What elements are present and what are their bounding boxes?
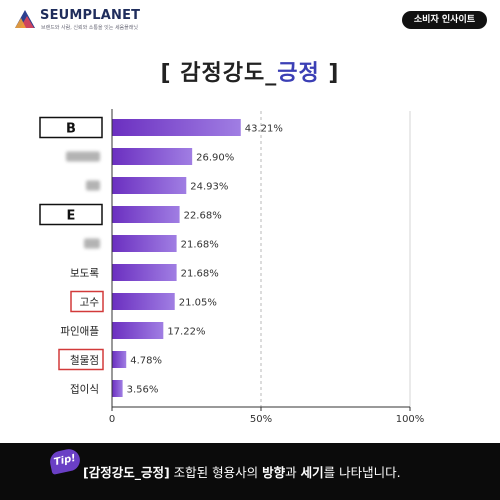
- data-label: 4.78%: [130, 356, 162, 367]
- category-label: B: [66, 122, 76, 137]
- bar: [112, 264, 177, 281]
- footer-keyword: [감정강도_긍정]: [83, 465, 170, 480]
- data-label: 43.21%: [245, 124, 283, 135]
- footer-text-and: 과: [285, 465, 301, 480]
- bar: [112, 380, 123, 397]
- category-label: 고수: [80, 297, 100, 309]
- category-label: 철물점: [70, 355, 99, 367]
- x-tick-label: 50%: [250, 414, 272, 425]
- highlight-box: [58, 348, 104, 371]
- category-box: [39, 116, 103, 139]
- category-label: E: [67, 209, 76, 224]
- bar: [112, 322, 164, 339]
- data-label: 17.22%: [167, 327, 205, 338]
- footer-bar: [0, 443, 500, 500]
- bar-chart: 43.21% B 26.90% 24.93% 22.68% E 21.68% 21.68% 보도…: [39, 109, 425, 425]
- data-label: 21.05%: [179, 298, 217, 309]
- header: SEUMPLANET 브랜드와 사람, 신뢰와 소통을 잇는 세움플래닛 소비자…: [0, 0, 500, 42]
- category-label: 접이식: [70, 384, 99, 396]
- bar: [112, 177, 187, 194]
- data-label: 22.68%: [184, 211, 222, 222]
- bar: [112, 148, 193, 165]
- footer-keyword-direction: 방향: [262, 465, 286, 480]
- category-box: [39, 203, 103, 226]
- data-label: 21.68%: [181, 269, 219, 280]
- title-accent: 긍정: [277, 61, 320, 86]
- planet-logo-icon: [15, 10, 35, 28]
- x-tick-label: 0: [109, 414, 115, 425]
- footer-description: [감정강도_긍정] 조합된 형용사의 방향과 세기를 나타냅니다.: [83, 462, 401, 481]
- logo-name: SEUMPLANET: [40, 8, 141, 23]
- title-suffix: ]: [319, 61, 340, 86]
- data-label: 21.68%: [181, 240, 219, 251]
- data-label: 24.93%: [190, 182, 228, 193]
- bar: [112, 293, 175, 310]
- footer-text-end: 를 나타냅니다.: [323, 465, 401, 480]
- blurred-category-label: [84, 238, 100, 249]
- title-prefix: [ 감정강도_: [160, 61, 278, 86]
- bar: [112, 235, 177, 252]
- data-label: 3.56%: [127, 385, 159, 396]
- bar: [112, 206, 180, 223]
- bar: [112, 119, 241, 136]
- highlight-box: [70, 290, 104, 313]
- category-badge: 소비자 인사이트: [401, 11, 487, 29]
- footer-keyword-intensity: 세기: [300, 465, 324, 480]
- data-label: 26.90%: [196, 153, 234, 164]
- footer-text-mid: 조합된 형용사의: [169, 465, 263, 480]
- logo-tagline: 브랜드와 사람, 신뢰와 소통을 잇는 세움플래닛: [41, 25, 138, 31]
- bar: [112, 351, 127, 368]
- chart-title: [ 감정강도_긍정 ]: [0, 55, 500, 87]
- category-label: 파인애플: [60, 326, 99, 338]
- category-label: 보도록: [70, 268, 99, 280]
- x-tick-label: 100%: [396, 414, 425, 425]
- blurred-category-label: [66, 151, 100, 162]
- blurred-category-label: [86, 180, 100, 191]
